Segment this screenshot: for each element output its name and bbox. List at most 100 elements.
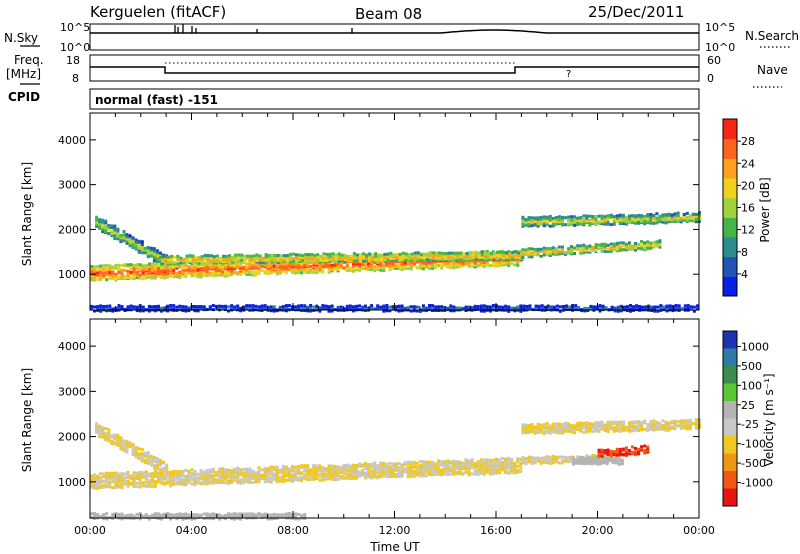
heatmap-cell [491,461,495,465]
heatmap-cell [179,261,183,265]
heatmap-cell [141,268,145,272]
heatmap-cell [646,217,650,221]
heatmap-cell [96,480,100,484]
heatmap-cell [486,255,490,259]
heatmap-cell [491,466,495,469]
heatmap-cell [292,252,295,256]
heatmap-cell [104,219,108,223]
heatmap-cell [664,213,668,217]
heatmap-cell [621,213,625,217]
heatmap-cell [395,256,399,260]
heatmap-cell [307,258,311,262]
heatmap-cell [548,218,552,222]
heatmap-cell [424,470,428,474]
heatmap-cell [98,222,102,226]
heatmap-cell [297,472,301,475]
heatmap-cell [172,304,176,308]
heatmap-cell [511,254,515,258]
heatmap-cell [604,306,608,310]
heatmap-cell [548,247,552,251]
heatmap-cell [486,253,490,257]
heatmap-cell [90,485,93,489]
heatmap-cell [246,254,250,258]
heatmap-cell [567,250,571,254]
heatmap-cell [202,268,206,272]
heatmap-cell [450,253,454,257]
heatmap-cell [132,471,136,475]
heatmap-cell [441,257,445,261]
heatmap-cell [284,473,288,477]
heatmap-cell [230,470,234,474]
heatmap-cell [504,466,508,470]
heatmap-cell [236,472,240,476]
heatmap-cell [504,464,508,468]
heatmap-cell [462,252,466,256]
heatmap-cell [471,258,475,262]
heatmap-cell [218,260,222,263]
heatmap-cell [351,466,355,470]
heatmap-cell [557,222,561,225]
heatmap-cell [287,469,291,473]
heatmap-cell [153,484,157,488]
heatmap-cell [685,421,689,425]
heatmap-cell [98,435,102,439]
heatmap-cell [371,253,375,257]
heatmap-cell [530,255,534,259]
heatmap-cell [230,476,234,480]
heatmap-cell [245,304,249,308]
heatmap-cell [449,307,453,311]
heatmap-cell [166,481,170,485]
heatmap-cell [239,273,243,277]
heatmap-cell [135,276,139,280]
heatmap-cell [211,264,215,267]
heatmap-cell [437,264,441,267]
heatmap-cell [373,307,377,311]
heatmap-cell [324,473,328,477]
heatmap-cell [546,306,550,310]
heatmap-cell [685,215,689,219]
heatmap-cell [597,423,601,427]
heatmap-cell [591,429,595,433]
heatmap-cell [354,264,358,268]
heatmap-cell [385,304,389,307]
heatmap-cell [615,245,619,249]
heatmap-cell [132,474,136,478]
heatmap-cell [236,470,240,474]
heatmap-cell [263,467,267,471]
heatmap-cell [621,241,625,245]
heatmap-cell [376,468,380,472]
heatmap-cell [557,422,561,426]
heatmap-cell [242,269,246,273]
heatmap-cell [694,421,698,425]
heatmap-cell [407,253,411,257]
heatmap-cell [236,479,240,483]
heatmap-cell [205,263,209,267]
heatmap-cell [391,262,395,266]
heatmap-cell [156,457,159,461]
heatmap-cell [316,253,320,257]
heatmap-cell [582,430,586,434]
heatmap-cell [557,220,561,224]
heatmap-cell [533,222,537,226]
heatmap-cell [441,251,445,255]
heatmap-cell [287,467,291,471]
heatmap-cell [437,459,441,463]
heatmap-cell [327,270,331,274]
heatmap-cell [131,442,135,446]
heatmap-cell [440,305,444,309]
heatmap-cell [391,471,395,475]
heatmap-cell [125,239,129,243]
heatmap-cell [309,306,313,310]
heatmap-cell [551,216,555,220]
heatmap-cell [339,475,343,479]
heatmap-cell [351,267,355,271]
heatmap-cell [137,250,141,254]
heatmap-cell [345,472,349,476]
heatmap-cell [264,253,268,257]
heatmap-cell [284,261,288,264]
heatmap-cell [147,264,151,268]
heatmap-cell [111,307,115,311]
heatmap-cell [307,260,311,264]
heatmap-cell [519,309,523,313]
nsky-label: N.Sky [4,31,38,45]
